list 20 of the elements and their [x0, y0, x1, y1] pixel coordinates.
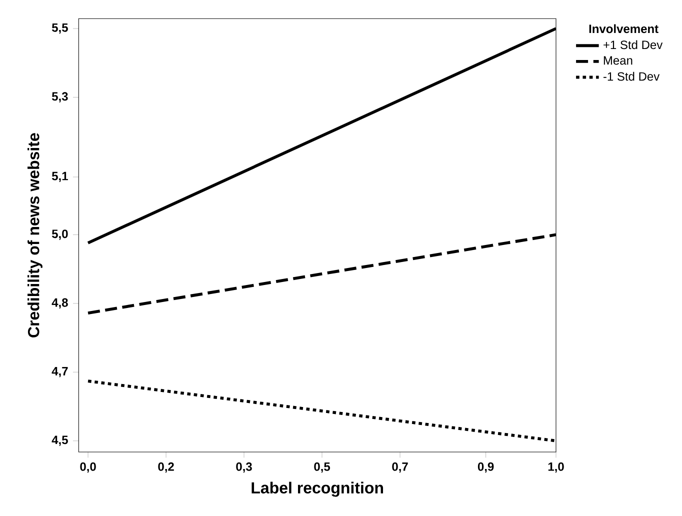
y-tick-label: 5,1	[52, 172, 68, 182]
x-tick-label: 0,3	[236, 462, 252, 473]
legend-label: -1 Std Dev	[603, 72, 660, 81]
y-tick-label: 5,5	[52, 23, 68, 34]
x-tick-label: 0,5	[314, 462, 330, 473]
y-tick-label: 4,7	[52, 367, 68, 378]
x-tick-label: 0,7	[392, 462, 408, 473]
y-axis-title: Credibility of news website	[28, 133, 42, 338]
x-tick-label: 0,9	[478, 462, 494, 473]
legend-title: Involvement	[589, 24, 658, 34]
y-tick-label: 5,3	[52, 92, 68, 102]
y-tick-label: 5,0	[52, 230, 68, 240]
y-tick-label: 4,5	[52, 436, 68, 446]
x-tick-label: 0,2	[158, 462, 174, 473]
x-axis-title: Label recognition	[252, 482, 384, 497]
legend-label: +1 Std Dev	[604, 40, 663, 50]
y-tick-label: 4,8	[52, 298, 68, 309]
x-tick-label: 0,0	[80, 462, 96, 473]
x-tick-label: 1,0	[548, 462, 564, 473]
legend-label: Mean	[604, 56, 632, 65]
